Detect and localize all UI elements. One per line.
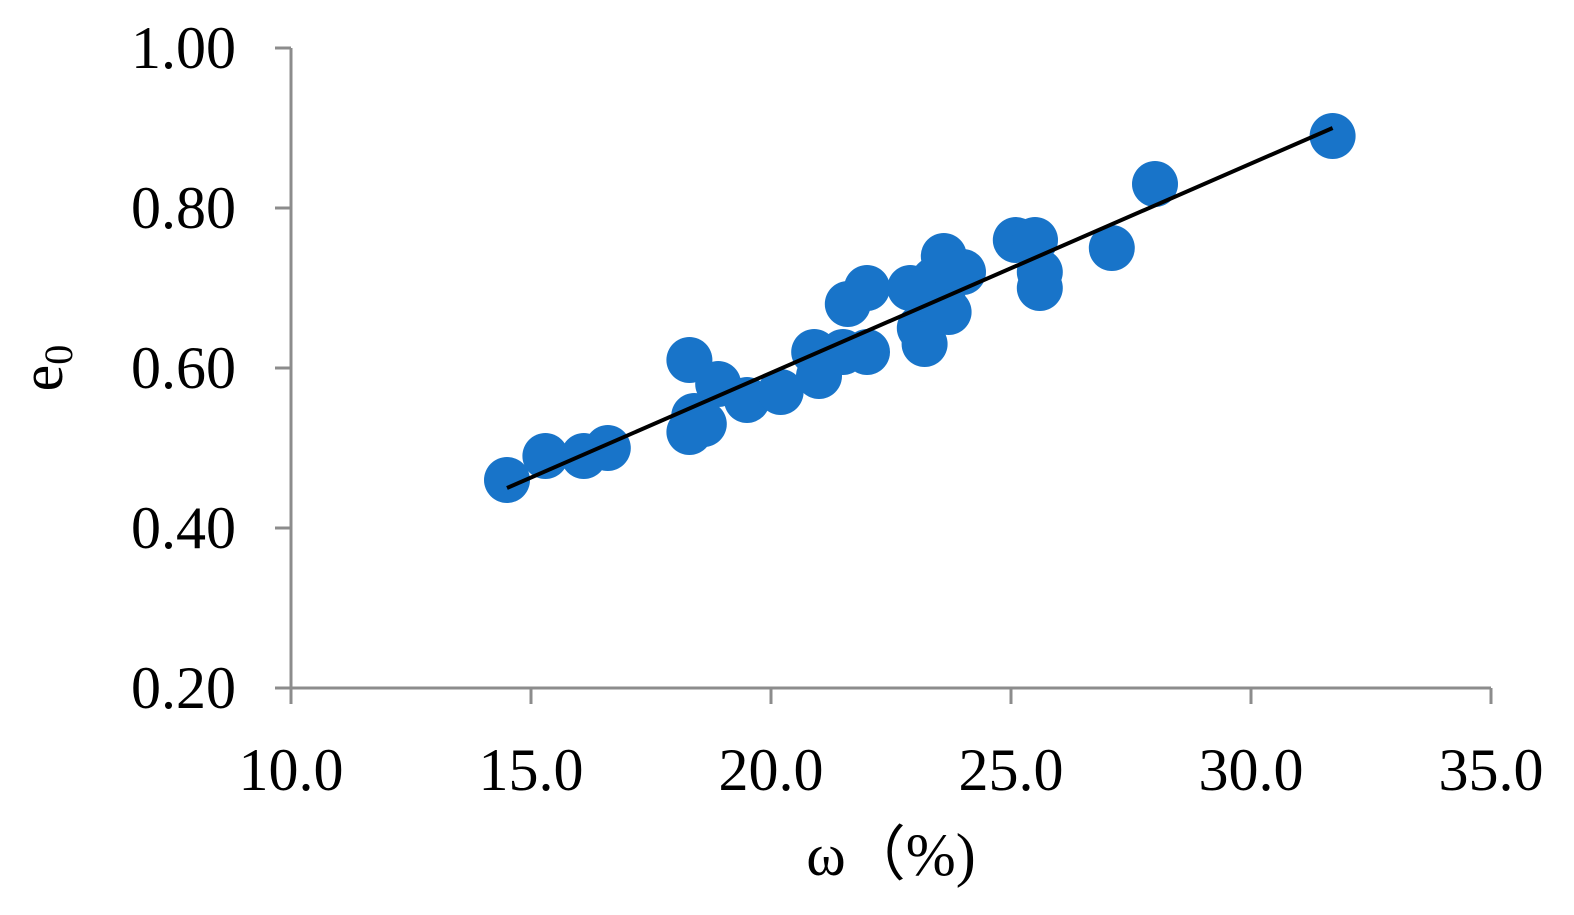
y-tick-label: 0.40 <box>131 495 236 561</box>
y-tick-label: 1.00 <box>131 15 236 81</box>
ticks: 0.20 0.40 0.60 0.80 1.00 10.0 15.0 20.0 25.0 30.0… <box>131 15 1544 803</box>
x-axis-title: ω（%) <box>806 822 975 888</box>
data-point <box>484 457 530 503</box>
data-point <box>901 321 948 367</box>
data-point <box>1309 113 1356 159</box>
trendline-group <box>506 126 1334 490</box>
y-axis-title-subscript: 0 <box>36 345 81 365</box>
y-tick-label: 0.80 <box>131 175 236 241</box>
x-tick-label: 10.0 <box>239 737 344 803</box>
data-point <box>844 329 890 375</box>
y-tick-label: 0.20 <box>131 655 236 721</box>
y-axis-title-main: e <box>9 365 75 392</box>
data-point <box>1132 161 1178 207</box>
data-point <box>757 369 804 415</box>
y-tick-label: 0.60 <box>131 335 236 401</box>
data-point <box>680 401 727 447</box>
trendline <box>506 126 1334 490</box>
x-tick-label: 35.0 <box>1439 737 1544 803</box>
data-point <box>1088 225 1135 271</box>
x-tick-label: 20.0 <box>719 737 824 803</box>
data-point <box>844 265 890 311</box>
x-tick-label: 25.0 <box>959 737 1064 803</box>
data-point <box>584 425 631 471</box>
x-tick-label: 30.0 <box>1199 737 1304 803</box>
data-point <box>1016 265 1063 311</box>
axes <box>289 48 1491 690</box>
x-tick-label: 15.0 <box>479 737 584 803</box>
y-axis-title: e0 <box>9 345 81 392</box>
